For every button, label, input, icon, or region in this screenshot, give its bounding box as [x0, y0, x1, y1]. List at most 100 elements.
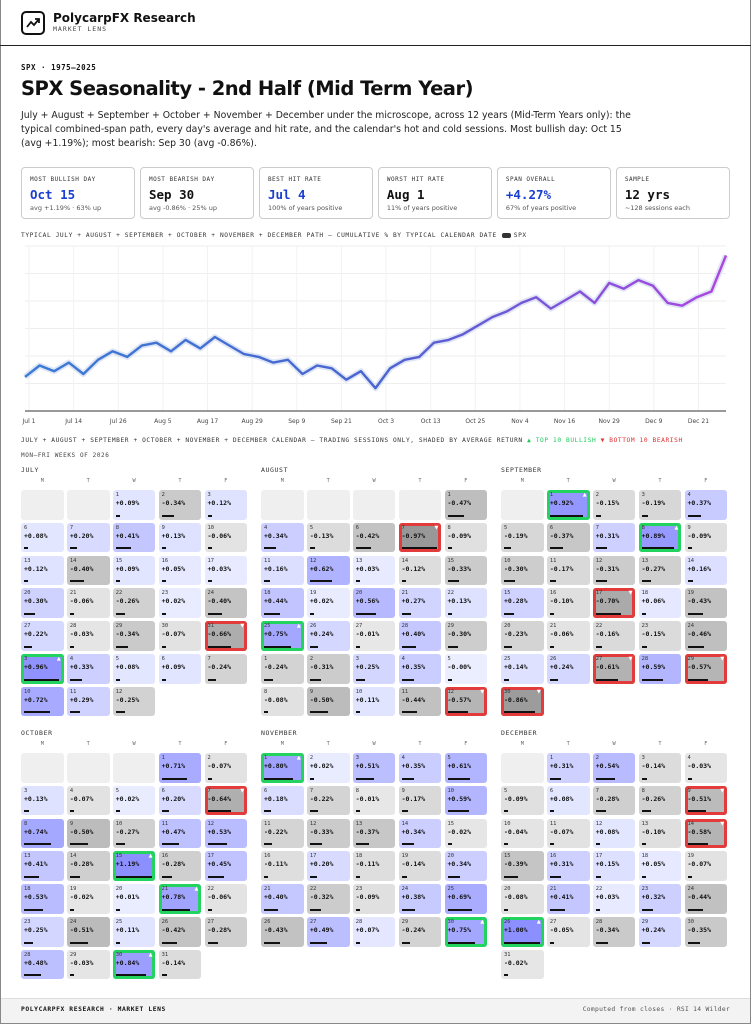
day-cell[interactable]: 8 -0.08% — [261, 686, 304, 717]
day-cell[interactable]: 9 -0.51% ▼ — [684, 785, 728, 816]
day-cell[interactable]: 11 -0.22% — [261, 818, 304, 849]
day-cell[interactable]: 16 +0.05% — [158, 555, 202, 586]
day-cell[interactable]: 23 +0.25% — [21, 916, 64, 947]
day-cell[interactable]: 18 +0.53% — [21, 884, 64, 914]
day-cell[interactable]: 12 -0.25% — [112, 686, 156, 717]
day-cell[interactable]: 21 +0.40% — [261, 884, 304, 914]
day-cell[interactable]: 1 -0.47% — [444, 490, 488, 520]
day-cell[interactable]: 22 -0.16% — [592, 621, 636, 651]
day-cell[interactable]: 17 +0.45% — [204, 851, 248, 881]
day-cell[interactable]: 16 -0.10% — [546, 588, 590, 618]
day-cell[interactable]: 10 +0.59% — [444, 785, 488, 816]
day-cell[interactable]: 15 -0.02% — [444, 818, 488, 849]
day-cell[interactable]: 4 -0.07% — [66, 785, 110, 816]
day-cell[interactable]: 12 -0.31% — [592, 555, 636, 586]
day-cell[interactable]: 6 +0.08% — [546, 785, 590, 816]
day-cell[interactable]: 20 -0.08% — [501, 884, 544, 914]
day-cell[interactable]: 22 -0.26% — [112, 588, 156, 618]
day-cell[interactable]: 13 +0.41% — [21, 851, 64, 881]
day-cell[interactable]: 11 -0.44% — [398, 686, 442, 717]
day-cell[interactable]: 14 +0.34% — [398, 818, 442, 849]
day-cell[interactable]: 27 -0.28% — [204, 916, 248, 947]
day-cell[interactable]: 14 -0.12% — [398, 555, 442, 586]
day-cell[interactable]: 25 +0.11% — [112, 916, 156, 947]
day-cell[interactable]: 6 +0.18% — [261, 785, 304, 816]
day-cell[interactable]: 22 -0.32% — [306, 884, 350, 914]
day-cell[interactable]: 11 +0.16% — [261, 555, 304, 586]
day-cell[interactable]: 19 -0.02% — [66, 884, 110, 914]
day-cell[interactable]: 30 -0.07% — [158, 621, 202, 651]
day-cell[interactable]: 26 +1.00% ▲ — [501, 916, 544, 947]
day-cell[interactable]: 17 -0.70% ▼ — [592, 588, 636, 618]
day-cell[interactable]: 28 +0.40% — [398, 621, 442, 651]
day-cell[interactable]: 7 -0.97% ▼ — [398, 522, 442, 553]
day-cell[interactable]: 15 -0.39% — [501, 851, 544, 881]
day-cell[interactable]: 13 -0.37% — [352, 818, 396, 849]
day-cell[interactable]: 20 +0.01% — [112, 884, 156, 914]
day-cell[interactable]: 30 -0.35% — [684, 916, 728, 947]
day-cell[interactable]: 7 -0.28% — [592, 785, 636, 816]
day-cell[interactable]: 21 +0.41% — [546, 884, 590, 914]
day-cell[interactable]: 9 +0.13% — [158, 522, 202, 553]
day-cell[interactable]: 27 +0.49% — [306, 916, 350, 947]
day-cell[interactable]: 10 -0.06% — [204, 522, 248, 553]
day-cell[interactable]: 11 -0.17% — [546, 555, 590, 586]
day-cell[interactable]: 22 +0.13% — [444, 588, 488, 618]
day-cell[interactable]: 28 +0.59% — [638, 653, 682, 684]
day-cell[interactable]: 8 -0.26% — [638, 785, 682, 816]
day-cell[interactable]: 22 -0.06% — [204, 884, 248, 914]
day-cell[interactable]: 23 +0.32% — [638, 884, 682, 914]
day-cell[interactable]: 3 +0.51% — [352, 753, 396, 783]
day-cell[interactable]: 30 +0.75% ▲ — [444, 916, 488, 947]
day-cell[interactable]: 19 +0.02% — [306, 588, 350, 618]
day-cell[interactable]: 13 -0.10% — [638, 818, 682, 849]
day-cell[interactable]: 3 +0.12% — [204, 490, 248, 520]
day-cell[interactable]: 13 +0.03% — [352, 555, 396, 586]
day-cell[interactable]: 4 +0.35% — [398, 753, 442, 783]
day-cell[interactable]: 14 -0.40% — [66, 555, 110, 586]
day-cell[interactable]: 15 +1.19% ▲ — [112, 851, 156, 881]
day-cell[interactable]: 4 +0.34% — [261, 522, 304, 553]
day-cell[interactable]: 19 -0.07% — [684, 851, 728, 881]
day-cell[interactable]: 4 +0.35% — [398, 653, 442, 684]
day-cell[interactable]: 30 +0.84% ▲ — [112, 949, 156, 980]
day-cell[interactable]: 26 -0.43% — [261, 916, 304, 947]
day-cell[interactable]: 28 +0.07% — [352, 916, 396, 947]
day-cell[interactable]: 9 -0.17% — [398, 785, 442, 816]
day-cell[interactable]: 11 +0.47% — [158, 818, 202, 849]
day-cell[interactable]: 24 -0.40% — [204, 588, 248, 618]
day-cell[interactable]: 3 +0.13% — [21, 785, 64, 816]
day-cell[interactable]: 15 +0.09% — [112, 555, 156, 586]
day-cell[interactable]: 18 -0.11% — [352, 851, 396, 881]
day-cell[interactable]: 8 +0.74% — [21, 818, 64, 849]
day-cell[interactable]: 7 -0.64% ▼ — [204, 785, 248, 816]
day-cell[interactable]: 23 +0.02% — [158, 588, 202, 618]
day-cell[interactable]: 15 +0.28% — [501, 588, 544, 618]
day-cell[interactable]: 9 -0.09% — [684, 522, 728, 553]
day-cell[interactable]: 18 +0.05% — [638, 851, 682, 881]
day-cell[interactable]: 7 -0.24% — [204, 653, 248, 684]
day-cell[interactable]: 6 -0.37% — [546, 522, 590, 553]
day-cell[interactable]: 20 +0.56% — [352, 588, 396, 618]
day-cell[interactable]: 29 -0.03% — [66, 949, 110, 980]
day-cell[interactable]: 14 -0.58% ▼ — [684, 818, 728, 849]
day-cell[interactable]: 17 +0.03% — [204, 555, 248, 586]
day-cell[interactable]: 6 -0.42% — [352, 522, 396, 553]
day-cell[interactable]: 23 -0.09% — [352, 884, 396, 914]
day-cell[interactable]: 31 -0.66% ▼ — [204, 621, 248, 651]
day-cell[interactable]: 29 -0.57% ▼ — [684, 653, 728, 684]
day-cell[interactable]: 29 -0.34% — [112, 621, 156, 651]
day-cell[interactable]: 12 +0.53% — [204, 818, 248, 849]
day-cell[interactable]: 4 +0.37% — [684, 490, 728, 520]
day-cell[interactable]: 10 +0.11% — [352, 686, 396, 717]
day-cell[interactable]: 18 +0.44% — [261, 588, 304, 618]
day-cell[interactable]: 11 -0.07% — [546, 818, 590, 849]
day-cell[interactable]: 7 -0.22% — [306, 785, 350, 816]
day-cell[interactable]: 24 +0.38% — [398, 884, 442, 914]
day-cell[interactable]: 2 -0.34% — [158, 490, 202, 520]
day-cell[interactable]: 30 -0.86% ▼ — [501, 686, 544, 717]
day-cell[interactable]: 23 -0.15% — [638, 621, 682, 651]
day-cell[interactable]: 10 -0.27% — [112, 818, 156, 849]
day-cell[interactable]: 1 +0.71% — [158, 753, 202, 783]
day-cell[interactable]: 3 +0.96% ▲ — [21, 653, 64, 684]
